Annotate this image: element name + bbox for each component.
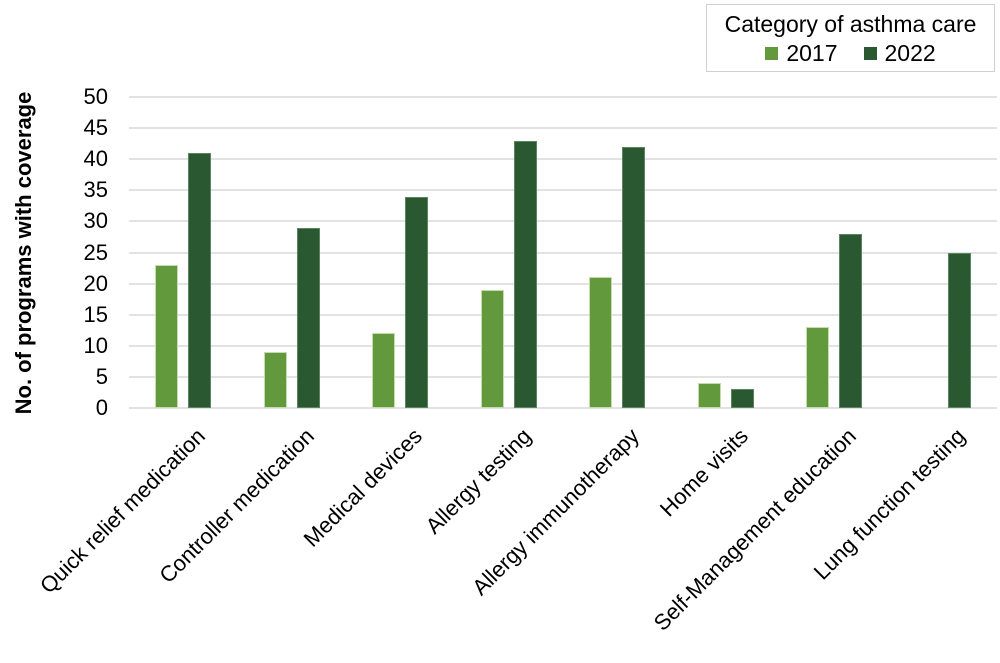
bar-2022-controller-medication <box>296 227 320 408</box>
legend-label: 2017 <box>786 40 838 66</box>
bar-2017-allergy-immunotherapy <box>589 277 613 408</box>
y-tick-label: 35 <box>83 177 108 203</box>
legend-item-2022: 2022 <box>863 40 936 66</box>
gridline <box>129 127 997 130</box>
legend-label: 2022 <box>884 40 936 66</box>
x-category-label: Medical devices <box>298 423 428 552</box>
gridline <box>129 313 997 316</box>
bar-2017-controller-medication <box>263 352 287 408</box>
gridline <box>129 282 997 285</box>
gridline <box>129 96 997 98</box>
legend-swatch-2022 <box>863 46 877 60</box>
y-tick-label: 5 <box>95 363 108 389</box>
bar-2017-allergy-testing <box>480 289 504 408</box>
y-tick-label: 25 <box>83 239 108 265</box>
gridline <box>129 220 997 223</box>
bar-2022-self-management-education <box>839 233 863 408</box>
legend-swatch-2017 <box>765 46 779 60</box>
gridline <box>129 158 997 161</box>
y-tick-label: 0 <box>95 395 108 420</box>
gridline <box>129 251 997 254</box>
gridline <box>129 407 997 409</box>
x-category-label: Self-Management education <box>648 423 862 636</box>
y-tick-label: 50 <box>83 84 108 109</box>
y-tick-label: 40 <box>83 146 108 172</box>
bar-2022-home-visits <box>730 389 754 408</box>
bar-2022-quick-relief-medication <box>188 152 212 408</box>
y-tick-label: 45 <box>83 115 108 141</box>
bar-2017-medical-devices <box>372 333 396 408</box>
legend-item-2017: 2017 <box>765 40 838 66</box>
legend: Category of asthma care 2017 2022 <box>706 4 995 72</box>
gridline <box>129 375 997 378</box>
y-tick-label: 20 <box>83 270 108 296</box>
bar-2017-self-management-education <box>806 327 830 408</box>
bar-2017-quick-relief-medication <box>155 264 179 408</box>
gridline <box>129 189 997 192</box>
plot-area <box>129 96 997 409</box>
legend-items: 2017 2022 <box>765 40 936 66</box>
y-tick-label: 30 <box>83 208 108 234</box>
bar-2022-allergy-immunotherapy <box>622 146 646 408</box>
bar-2022-medical-devices <box>405 196 429 408</box>
x-category-label: Allergy testing <box>420 423 536 539</box>
y-tick-label: 10 <box>83 332 108 358</box>
bar-2017-home-visits <box>697 383 721 408</box>
x-category-label: Home visits <box>654 423 753 522</box>
legend-title: Category of asthma care <box>724 11 977 37</box>
bar-2022-allergy-testing <box>513 140 537 408</box>
gridline <box>129 344 997 347</box>
y-tick-label: 15 <box>83 301 108 327</box>
bar-2022-lung-function-testing <box>947 252 971 408</box>
